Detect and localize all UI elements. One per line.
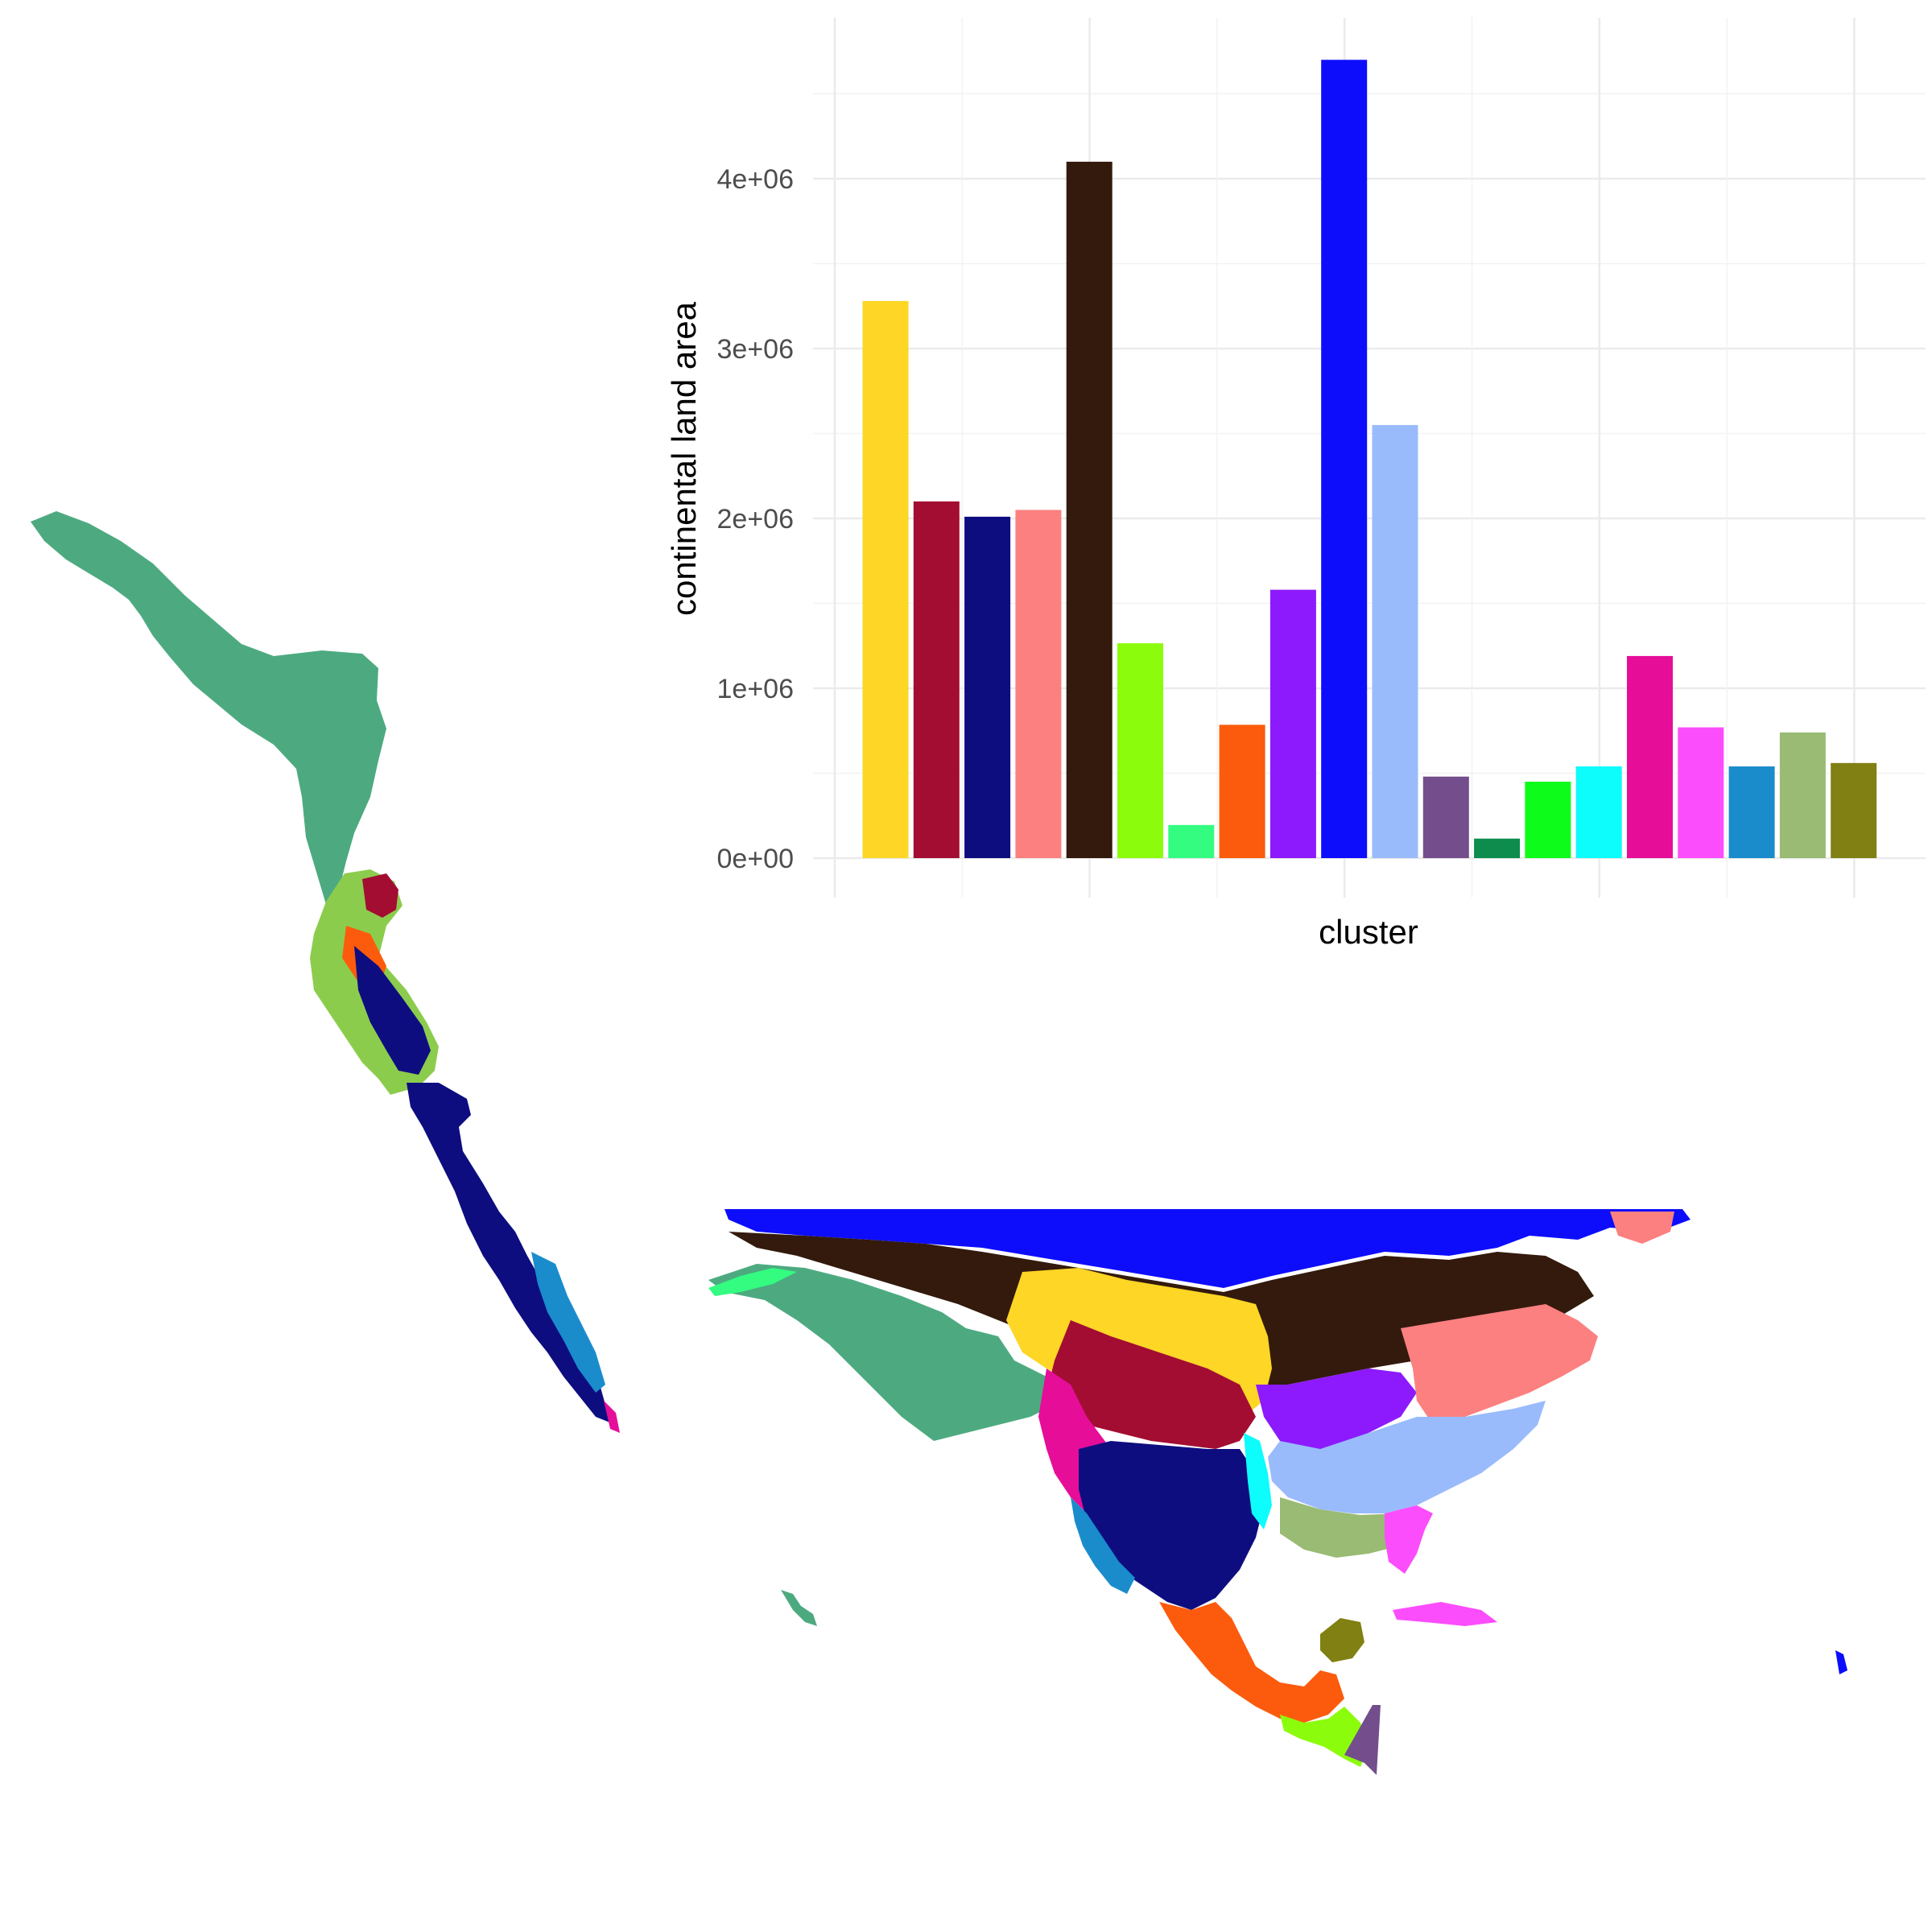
y-tick-label: 2e+06 xyxy=(717,504,795,535)
bar-13 xyxy=(1474,838,1521,858)
map-na-hawaii xyxy=(781,1590,817,1626)
y-tick-label: 0e+00 xyxy=(717,844,795,874)
map-na-rockies-crimson xyxy=(1046,1320,1256,1449)
y-tick-label: 3e+06 xyxy=(717,334,795,365)
map-na-southeast-sage xyxy=(1280,1497,1417,1558)
y-axis-title: continental land area xyxy=(665,301,703,616)
bar-2 xyxy=(913,501,960,858)
map-strip-north xyxy=(31,511,386,918)
map-na-greenland-tip xyxy=(1610,1212,1674,1244)
y-axis-ticks: 0e+00 1e+06 2e+06 3e+06 4e+06 xyxy=(717,164,795,874)
chart-bars xyxy=(862,60,1877,859)
bar-1 xyxy=(862,300,909,858)
bar-4 xyxy=(1015,510,1062,858)
bar-3 xyxy=(964,516,1011,858)
bar-8 xyxy=(1219,724,1265,858)
bar-19 xyxy=(1779,732,1826,858)
map-strip-pink-tip xyxy=(604,1401,620,1433)
map-na-alaska-strip xyxy=(708,1268,797,1296)
bar-10 xyxy=(1321,60,1368,859)
bar-17 xyxy=(1678,727,1724,858)
bar-20 xyxy=(1831,762,1877,858)
map-na-east-lightblue xyxy=(1268,1401,1546,1513)
map-strip-navy-north xyxy=(354,946,431,1075)
map-strip-blue-tip xyxy=(531,1252,605,1393)
map-strip-crimson xyxy=(362,873,398,918)
map-west-coast-strip xyxy=(31,511,620,1433)
map-na-caribbean-magenta xyxy=(1393,1602,1497,1626)
map-na-texas-cyan xyxy=(1244,1433,1272,1530)
bar-12 xyxy=(1422,776,1469,858)
bar-5 xyxy=(1066,161,1113,858)
y-tick-label: 4e+06 xyxy=(717,164,795,195)
bar-16 xyxy=(1627,655,1673,858)
map-na-florida-magenta xyxy=(1385,1505,1433,1574)
map-na-far-island xyxy=(1835,1650,1847,1674)
bar-18 xyxy=(1728,766,1775,858)
map-na-boreal-blue xyxy=(724,1209,1690,1288)
bar-7 xyxy=(1168,824,1215,858)
map-na-isthmus-violet xyxy=(1344,1705,1381,1775)
map-na-coast-west xyxy=(708,1264,1063,1441)
map-na-east-salmon xyxy=(1401,1304,1598,1425)
y-tick-label: 1e+06 xyxy=(717,674,795,704)
map-north-america xyxy=(708,1209,1847,1775)
bar-14 xyxy=(1525,782,1571,858)
map-na-yucatan-olive xyxy=(1320,1618,1364,1662)
x-axis-title: cluster xyxy=(1319,913,1418,951)
bar-chart: 0e+00 1e+06 2e+06 3e+06 4e+06 cluster contin… xyxy=(665,18,1926,951)
bar-11 xyxy=(1372,424,1418,858)
bar-9 xyxy=(1269,589,1316,858)
bar-15 xyxy=(1575,766,1622,858)
bar-6 xyxy=(1117,643,1163,858)
map-na-southwest-navy xyxy=(1079,1441,1264,1610)
map-na-mexico-orange xyxy=(1159,1602,1344,1723)
map-na-midwest-purple xyxy=(1256,1368,1417,1457)
map-na-baja-blue xyxy=(1071,1497,1135,1594)
